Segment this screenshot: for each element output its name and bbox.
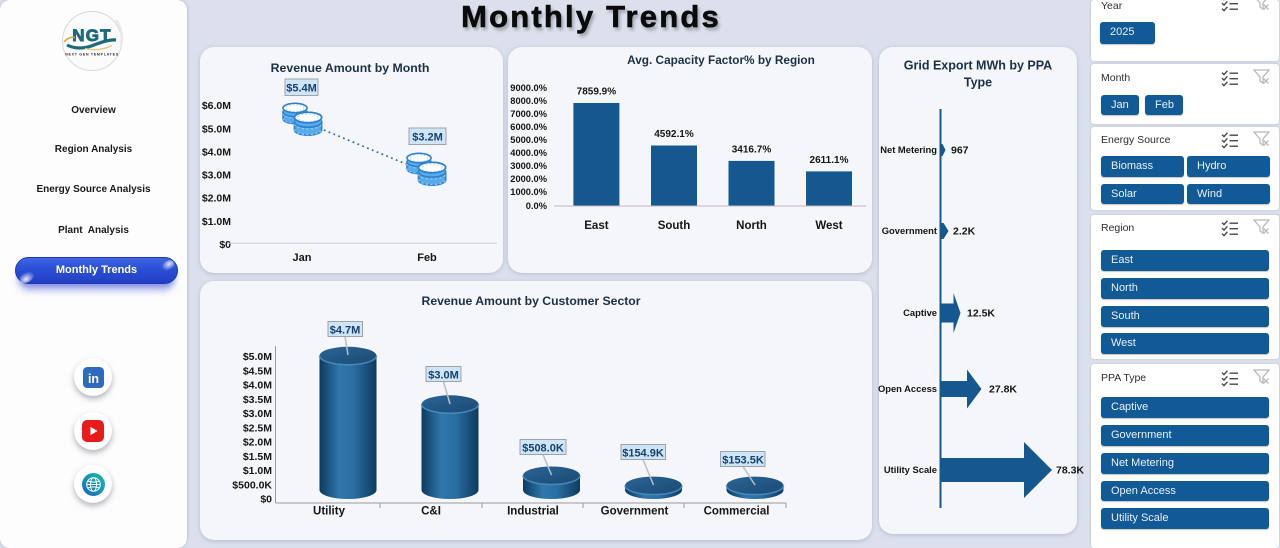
svg-text:3416.7%: 3416.7% [732,144,772,155]
svg-text:78.3K: 78.3K [1056,465,1084,477]
svg-text:$5.4M: $5.4M [286,83,317,95]
svg-text:$3.2M: $3.2M [412,132,443,144]
svg-text:967: 967 [951,145,969,157]
svg-text:2.2K: 2.2K [953,226,976,238]
svg-text:$3.0M: $3.0M [428,369,459,381]
svg-text:West: West [815,220,842,232]
svg-text:1000.0%: 1000.0% [510,187,547,197]
svg-text:NGT: NGT [72,26,111,45]
svg-text:Revenue Amount by Customer Sec: Revenue Amount by Customer Sector [422,294,641,308]
svg-text:East: East [584,220,608,232]
svg-text:2611.1%: 2611.1% [810,155,849,166]
svg-text:$3.0M: $3.0M [243,408,272,420]
svg-text:$508.0K: $508.0K [522,442,564,454]
svg-text:$1.5M: $1.5M [243,451,272,463]
svg-text:Commercial: Commercial [704,506,770,518]
svg-text:Revenue Amount by Month: Revenue Amount by Month [271,61,430,75]
svg-text:27.8K: 27.8K [989,384,1017,396]
svg-text:5000.0%: 5000.0% [510,135,547,145]
svg-text:C&I: C&I [421,506,441,518]
svg-text:8000.0%: 8000.0% [510,96,547,106]
svg-text:Government: Government [882,225,937,236]
svg-text:0.0%: 0.0% [526,201,548,211]
svg-text:$2.0M: $2.0M [243,437,272,449]
svg-text:$3.5M: $3.5M [243,394,272,406]
svg-text:Government: Government [601,506,669,518]
svg-text:$3.0M: $3.0M [202,170,231,182]
svg-text:$4.7M: $4.7M [330,324,361,336]
svg-text:South: South [658,220,691,232]
svg-text:$5.0M: $5.0M [243,351,272,363]
svg-text:Utility: Utility [313,506,346,518]
svg-text:North: North [736,220,767,232]
svg-text:$4.0M: $4.0M [243,380,272,392]
svg-text:$153.5K: $153.5K [722,454,764,466]
svg-text:2000.0%: 2000.0% [510,174,547,184]
svg-text:$0: $0 [219,239,231,251]
svg-text:3000.0%: 3000.0% [510,161,547,171]
svg-text:$1.0M: $1.0M [202,216,231,228]
svg-text:$4.0M: $4.0M [202,147,231,159]
svg-text:4592.1%: 4592.1% [654,129,694,140]
svg-text:Feb: Feb [417,252,437,264]
svg-text:Avg. Capacity Factor% by Regio: Avg. Capacity Factor% by Region [627,53,815,67]
svg-text:9000.0%: 9000.0% [510,83,547,93]
svg-text:12.5K: 12.5K [967,308,995,320]
svg-text:$4.5M: $4.5M [243,365,272,377]
svg-text:Grid Export MWh by PPA: Grid Export MWh by PPA [904,59,1052,73]
svg-text:$1.0M: $1.0M [243,465,272,477]
svg-text:Industrial: Industrial [507,506,559,518]
svg-text:$2.0M: $2.0M [202,193,231,205]
svg-text:Captive: Captive [903,307,937,318]
svg-text:$6.0M: $6.0M [202,100,231,112]
svg-text:Type: Type [964,76,992,90]
svg-text:Jan: Jan [293,252,312,264]
svg-text:$2.5M: $2.5M [243,422,272,434]
svg-text:$5.0M: $5.0M [202,123,231,135]
svg-text:$500.0K: $500.0K [232,479,272,491]
svg-text:$154.9K: $154.9K [622,447,664,459]
svg-text:6000.0%: 6000.0% [510,122,547,132]
svg-text:4000.0%: 4000.0% [510,148,547,158]
svg-text:Utility Scale: Utility Scale [884,464,937,475]
svg-text:Open Access: Open Access [878,383,937,394]
svg-text:NEXT GEN TEMPLATES: NEXT GEN TEMPLATES [65,53,119,57]
svg-text:$0: $0 [260,494,272,506]
svg-text:Net Metering: Net Metering [880,144,937,155]
svg-text:in: in [87,371,98,385]
svg-text:7859.9%: 7859.9% [577,87,617,98]
svg-text:7000.0%: 7000.0% [510,109,547,119]
